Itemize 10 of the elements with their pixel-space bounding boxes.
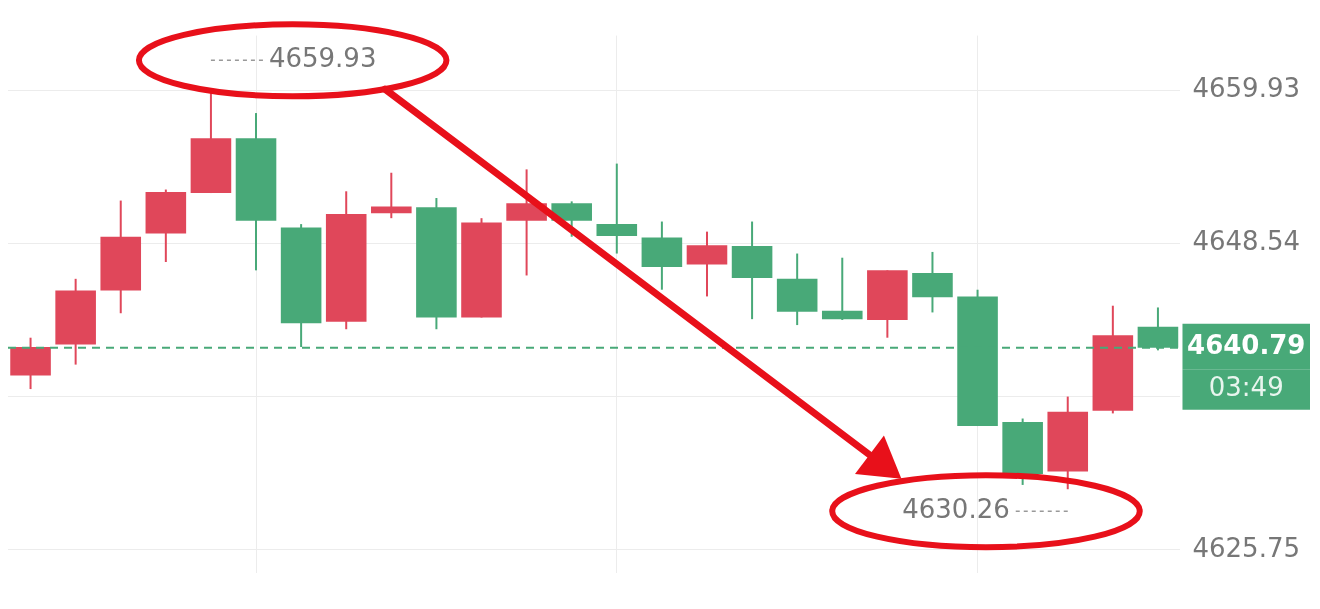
candlestick [596,162,638,255]
annotation: 4630.26 [902,493,1010,524]
ref-line-label: 4640.79 [1187,330,1306,361]
text: 03:49 [1208,372,1284,403]
annotation: 4659.93 [268,43,377,74]
candlestick [371,171,412,220]
y-tick-label: 4659.93 [1192,73,1301,104]
candlestick [821,256,863,321]
y-tick-label: 4648.54 [1192,226,1301,257]
y-tick-label: 4625.75 [1192,532,1301,563]
